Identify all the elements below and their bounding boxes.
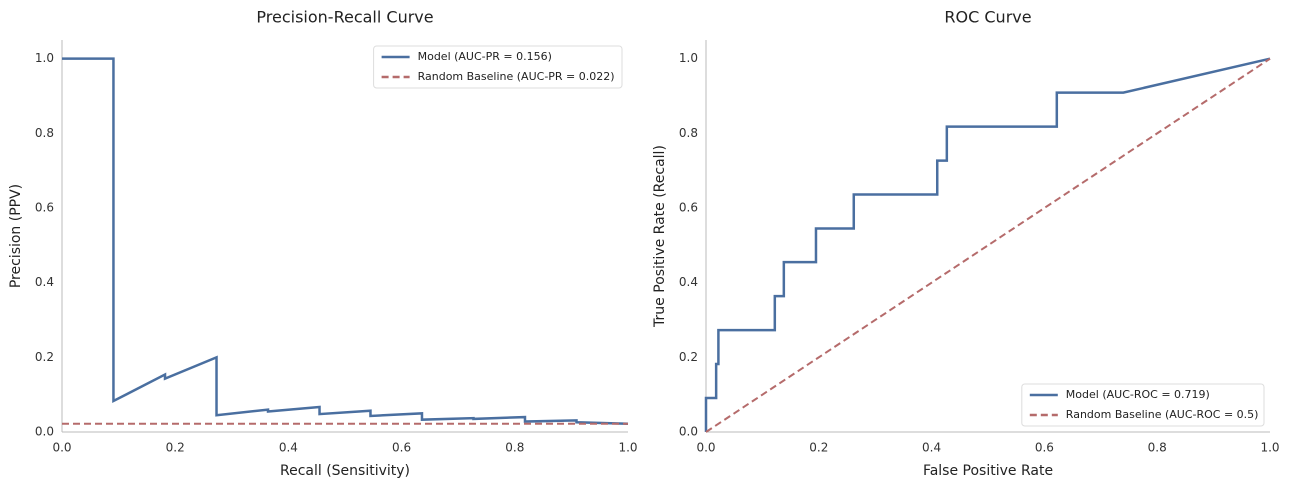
x-tick-label: 0.4 <box>922 441 941 455</box>
y-tick-label: 0.4 <box>679 275 698 289</box>
y-tick-label: 0.8 <box>35 126 54 140</box>
legend-box <box>373 45 623 89</box>
x-tick-label: 0.4 <box>279 441 298 455</box>
legend-box <box>1021 383 1265 427</box>
x-tick-label: 1.0 <box>1260 441 1279 455</box>
chart-title: Precision-Recall Curve <box>256 8 433 27</box>
x-tick-label: 1.0 <box>618 441 637 455</box>
x-tick-label: 0.8 <box>1148 441 1167 455</box>
y-tick-label: 0.8 <box>679 126 698 140</box>
y-tick-label: 0.0 <box>35 425 54 439</box>
y-tick-label: 1.0 <box>35 51 54 65</box>
x-tick-label: 0.6 <box>1035 441 1054 455</box>
x-tick-label: 0.8 <box>505 441 524 455</box>
y-axis-label: Precision (PPV) <box>8 184 24 288</box>
y-tick-label: 0.4 <box>35 275 54 289</box>
series-line <box>704 57 1271 432</box>
x-tick-label: 0.2 <box>166 441 185 455</box>
x-tick-label: 0.6 <box>392 441 411 455</box>
x-axis-label: False Positive Rate <box>923 463 1053 479</box>
y-tick-label: 0.6 <box>679 201 698 215</box>
y-tick-label: 1.0 <box>679 51 698 65</box>
legend-label: Random Baseline (AUC-ROC = 0.5) <box>1066 408 1259 421</box>
series-line <box>705 57 1271 433</box>
y-tick-label: 0.0 <box>679 425 698 439</box>
x-tick-label: 0.2 <box>809 441 828 455</box>
y-tick-label: 0.2 <box>679 350 698 364</box>
x-tick-label: 0.0 <box>696 441 715 455</box>
series-line <box>62 57 629 426</box>
legend-label: Random Baseline (AUC-PR = 0.022) <box>418 70 615 83</box>
y-tick-label: 0.2 <box>35 350 54 364</box>
legend-label: Model (AUC-PR = 0.156) <box>418 50 552 63</box>
y-axis-label: True Positive Rate (Recall) <box>652 145 668 328</box>
chart-title: ROC Curve <box>944 8 1031 27</box>
x-tick-label: 0.0 <box>52 441 71 455</box>
y-tick-label: 0.6 <box>35 201 54 215</box>
x-axis-label: Recall (Sensitivity) <box>280 463 410 479</box>
legend-label: Model (AUC-ROC = 0.719) <box>1066 388 1210 401</box>
